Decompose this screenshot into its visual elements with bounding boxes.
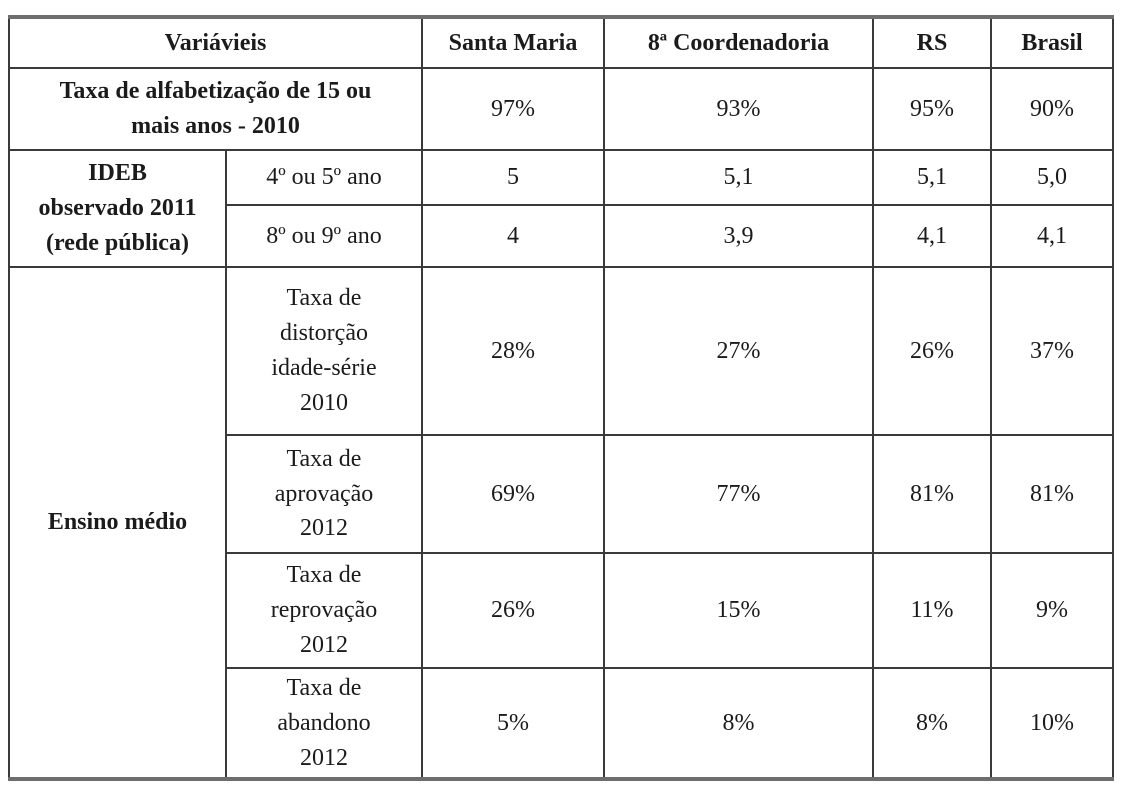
row-ideb-4-5-ano: IDEB observado 2011 (rede pública) 4º ou… [8,149,1114,268]
cell-aprovacao-santa-maria: 69% [421,434,605,554]
label-distorcao: Taxa de distorção idade-série 2010 [225,266,423,436]
row-abandono: Taxa de abandono 2012 5% 8% 8% 10% [9,666,1114,781]
cell-ideb45-brasil: 5,0 [990,149,1114,206]
cell-aprovacao-rs: 81% [872,434,992,554]
label-abandono: Taxa de abandono 2012 [225,666,423,781]
cell-reprovacao-brasil: 9% [990,552,1114,669]
document-page: Variávieis Santa Maria 8ª Coordenadoria … [0,15,1125,797]
cell-reprovacao-santa-maria: 26% [421,552,605,669]
cell-ideb45-rs: 5,1 [872,149,992,206]
cell-distorcao-brasil: 37% [990,266,1114,436]
cell-reprovacao-coordenadoria: 15% [603,552,874,669]
label-aprovacao: Taxa de aprovação 2012 [225,434,423,554]
cell-ideb45-coordenadoria: 5,1 [603,149,874,206]
label-ensino-medio: Ensino médio [8,265,227,781]
row-aprovacao: Taxa de aprovação 2012 69% 77% 81% 81% [9,434,1114,554]
cell-ideb89-rs: 4,1 [872,204,992,268]
cell-alfabetizacao-coordenadoria: 93% [603,67,874,151]
column-header-variaveis: Variávieis [8,16,423,69]
cell-alfabetizacao-brasil: 90% [990,67,1114,151]
column-header-brasil: Brasil [990,16,1114,69]
cell-abandono-brasil: 10% [990,666,1114,781]
cell-ideb89-brasil: 4,1 [990,204,1114,268]
cell-ideb89-coordenadoria: 3,9 [603,204,874,268]
column-header-santa-maria: Santa Maria [421,16,605,69]
label-ideb-4-5-ano: 4º ou 5º ano [225,149,423,206]
statistics-table: Variávieis Santa Maria 8ª Coordenadoria … [8,15,1114,782]
row-ideb-8-9-ano: 8º ou 9º ano 4 3,9 4,1 4,1 [9,204,1114,268]
cell-abandono-coordenadoria: 8% [603,666,874,781]
cell-abandono-rs: 8% [872,666,992,781]
cell-aprovacao-brasil: 81% [990,434,1114,554]
cell-ideb45-santa-maria: 5 [421,149,605,206]
label-reprovacao: Taxa de reprovação 2012 [225,552,423,669]
row-reprovacao: Taxa de reprovação 2012 26% 15% 11% 9% [9,552,1114,669]
label-ideb-8-9-ano: 8º ou 9º ano [225,204,423,268]
cell-ideb89-santa-maria: 4 [421,204,605,268]
cell-reprovacao-rs: 11% [872,552,992,669]
cell-aprovacao-coordenadoria: 77% [603,434,874,554]
column-header-rs: RS [872,16,992,69]
cell-alfabetizacao-santa-maria: 97% [421,67,605,151]
cell-distorcao-coordenadoria: 27% [603,266,874,436]
row-distorcao: Ensino médio Taxa de distorção idade-sér… [8,265,1114,781]
label-ideb: IDEB observado 2011 (rede pública) [8,149,227,268]
label-alfabetizacao: Taxa de alfabetização de 15 ou mais anos… [8,67,423,151]
column-header-coordenadoria: 8ª Coordenadoria [603,16,874,69]
cell-alfabetizacao-rs: 95% [872,67,992,151]
cell-distorcao-rs: 26% [872,266,992,436]
cell-abandono-santa-maria: 5% [421,666,605,781]
header-row: Variávieis Santa Maria 8ª Coordenadoria … [8,16,1114,69]
cell-distorcao-santa-maria: 28% [421,266,605,436]
row-alfabetizacao: Taxa de alfabetização de 15 ou mais anos… [8,67,1114,151]
